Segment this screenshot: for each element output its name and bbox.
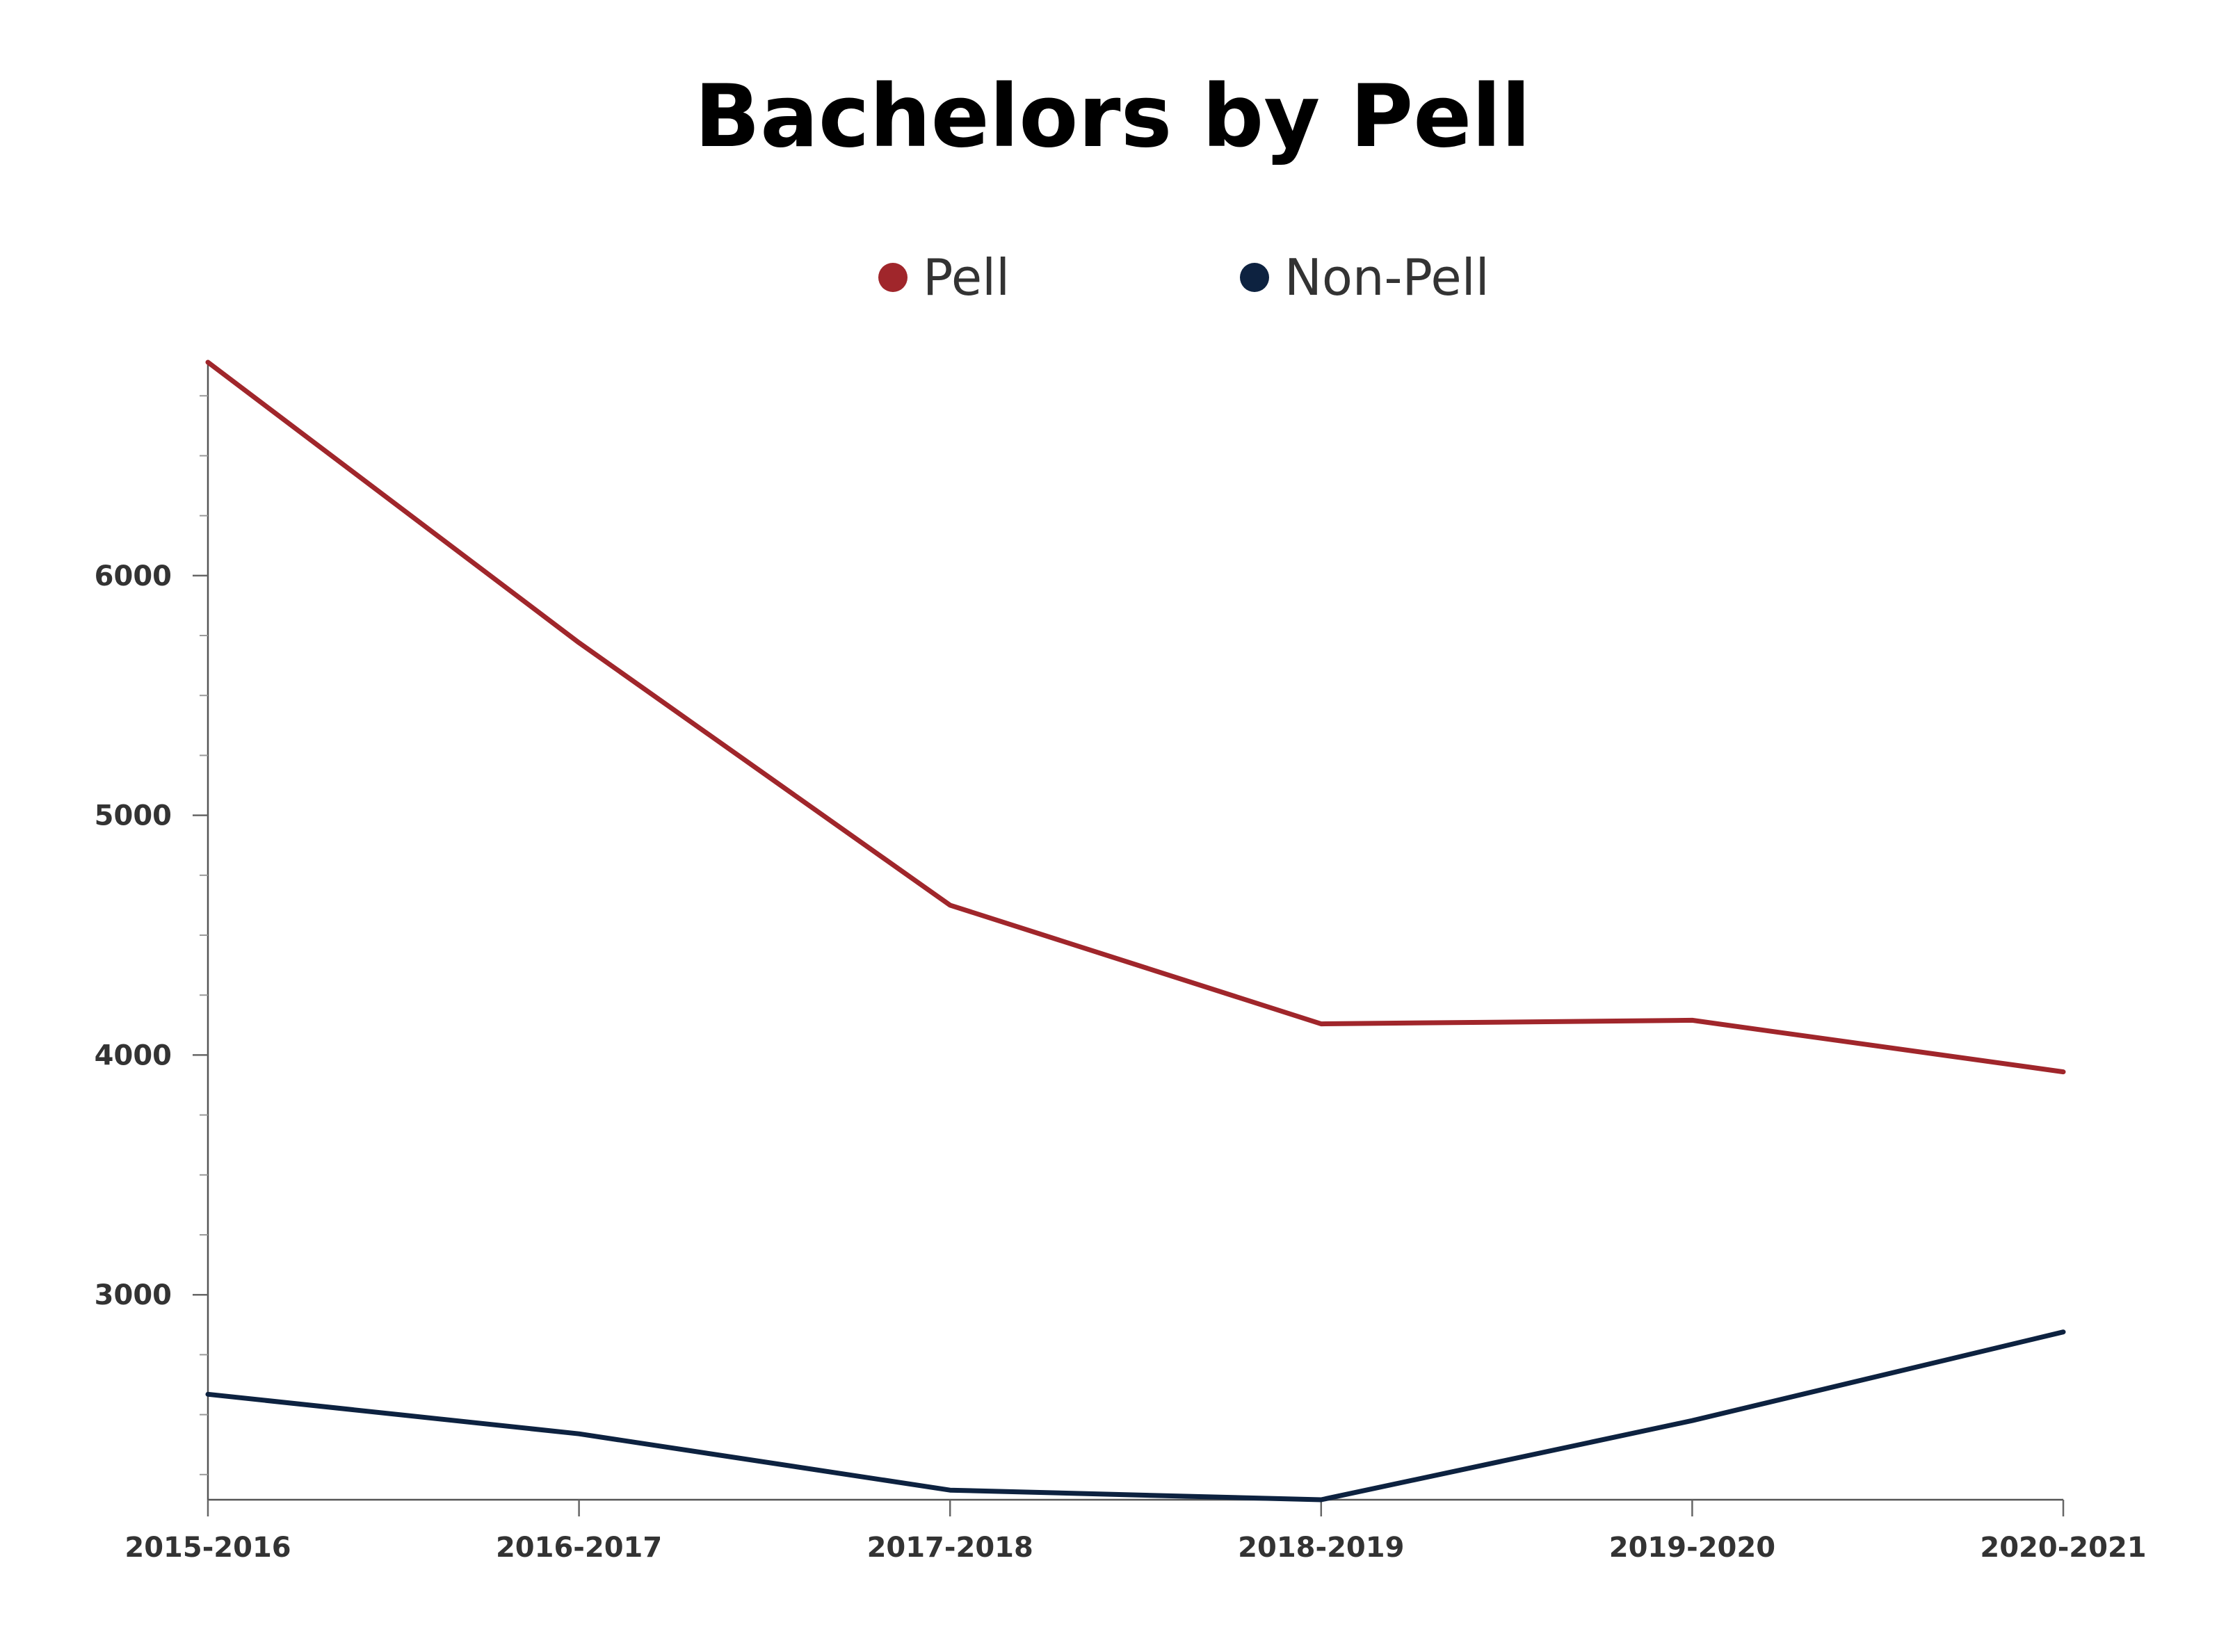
series-line-pell bbox=[205, 359, 2066, 1075]
legend-label-pell: Pell bbox=[923, 248, 1010, 307]
legend-marker-non-pell bbox=[1240, 263, 1269, 292]
series-line-non-pell bbox=[205, 1329, 2066, 1503]
series-group bbox=[205, 359, 2066, 1503]
y-tick-label-4000: 4000 bbox=[95, 1039, 172, 1071]
axes: 3000 4000 5000 6000 2015-2016 2016-2017 2017-2… bbox=[95, 362, 2147, 1564]
y-tick-label-3000: 3000 bbox=[95, 1279, 172, 1311]
y-tick-label-6000: 6000 bbox=[95, 560, 172, 592]
y-tick-label-5000: 5000 bbox=[95, 800, 172, 832]
x-tick-label-2020-2021: 2020-2021 bbox=[1980, 1532, 2146, 1564]
x-tick-label-2015-2016: 2015-2016 bbox=[124, 1532, 291, 1564]
legend-item-non-pell: Non-Pell bbox=[1240, 248, 1490, 307]
x-tick-label-2016-2017: 2016-2017 bbox=[496, 1532, 662, 1564]
chart-title: Bachelors by Pell bbox=[695, 67, 1531, 167]
legend-label-non-pell: Non-Pell bbox=[1284, 248, 1490, 307]
x-tick-label-2017-2018: 2017-2018 bbox=[867, 1532, 1033, 1564]
legend-marker-pell bbox=[878, 263, 908, 292]
x-tick-label-2019-2020: 2019-2020 bbox=[1609, 1532, 1775, 1564]
legend-item-pell: Pell bbox=[878, 248, 1010, 307]
x-tick-label-2018-2019: 2018-2019 bbox=[1238, 1532, 1404, 1564]
legend: Pell Non-Pell bbox=[878, 248, 1490, 307]
